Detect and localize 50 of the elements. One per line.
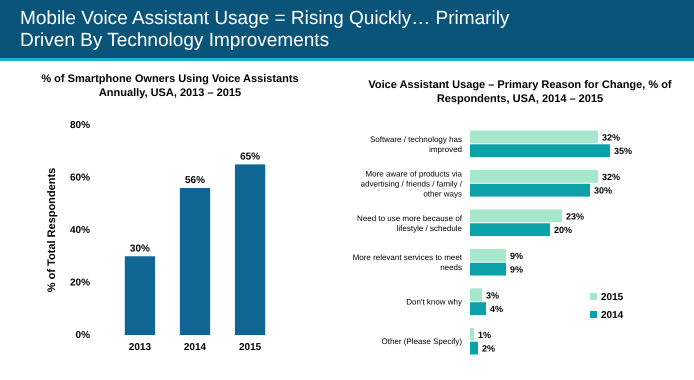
bar bbox=[180, 188, 210, 335]
bar bbox=[470, 262, 506, 276]
data-label: 35% bbox=[614, 146, 632, 156]
chart-title: Voice Assistant Usage – Primary Reason for Change, % of Respondents, USA, 2014 – 2015 bbox=[368, 79, 672, 105]
data-label: 3% bbox=[486, 290, 500, 300]
y-axis-title: % of Total Respondents bbox=[46, 168, 58, 292]
bar bbox=[470, 248, 506, 262]
data-label: 23% bbox=[566, 211, 584, 222]
data-label: 56% bbox=[184, 175, 206, 186]
legend-label: 2015 bbox=[601, 292, 624, 303]
y-tick-label: Software / technology has improved bbox=[370, 134, 462, 154]
data-label: 65% bbox=[240, 151, 260, 162]
bar bbox=[470, 302, 486, 316]
data-label: 1% bbox=[478, 330, 492, 340]
bar bbox=[470, 144, 610, 158]
y-tick-label: 60% bbox=[70, 172, 90, 184]
y-tick-label: 20% bbox=[70, 278, 90, 289]
y-tick-label: 40% bbox=[70, 225, 90, 236]
y-tick-label: Need to use more because of lifestyle / schedule bbox=[357, 214, 463, 233]
bar bbox=[470, 342, 478, 354]
bar bbox=[470, 288, 482, 302]
chart-title: Mobile Voice Assistant Usage = Rising Quickly… Primarily Driven By Technology Improvements bbox=[20, 8, 510, 51]
data-label: 32% bbox=[602, 132, 620, 142]
data-label: 2% bbox=[482, 344, 496, 354]
x-tick-label: 2013 bbox=[128, 342, 152, 354]
chart-subtitle: % of Smartphone Owners Using Voice Assistants Annually, USA, 2013 – 2015 bbox=[41, 73, 299, 99]
x-tick-label: 2014 bbox=[184, 342, 207, 354]
data-label: 9% bbox=[510, 250, 524, 261]
y-tick-label: More relevant services to meet needs bbox=[352, 253, 463, 272]
bar bbox=[470, 328, 474, 341]
data-label: 9% bbox=[510, 264, 524, 275]
bar bbox=[470, 170, 598, 183]
y-tick-label: More aware of products via advertising / friends / family / other ways bbox=[360, 169, 463, 198]
y-tick-label: Other (Please Specify) bbox=[382, 337, 462, 346]
data-label: 30% bbox=[594, 186, 612, 196]
bar bbox=[470, 130, 598, 144]
bar bbox=[470, 209, 562, 222]
y-tick-label: Don't know why bbox=[406, 298, 462, 307]
y-tick-label: 0% bbox=[76, 330, 90, 342]
y-tick-label: 80% bbox=[70, 120, 90, 132]
bar bbox=[234, 164, 266, 335]
data-label: 30% bbox=[130, 243, 150, 254]
x-tick-label: 2015 bbox=[238, 342, 262, 354]
bar bbox=[124, 256, 156, 335]
data-label: 32% bbox=[602, 172, 620, 182]
data-label: 20% bbox=[554, 225, 572, 236]
bar bbox=[470, 223, 550, 236]
legend-label: 2014 bbox=[601, 310, 624, 321]
bar bbox=[470, 184, 590, 197]
data-label: 4% bbox=[490, 304, 504, 314]
